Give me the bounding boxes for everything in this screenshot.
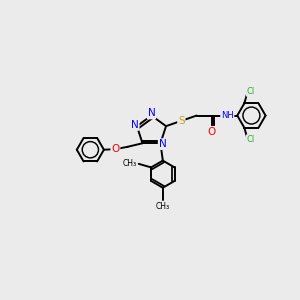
Text: S: S — [178, 116, 185, 126]
Text: N: N — [131, 120, 139, 130]
Text: N: N — [148, 109, 155, 118]
Text: CH₃: CH₃ — [156, 202, 170, 211]
Text: O: O — [208, 127, 216, 137]
Text: N: N — [159, 139, 167, 149]
Text: Cl: Cl — [247, 135, 255, 144]
Text: NH: NH — [221, 111, 234, 120]
Text: Cl: Cl — [247, 87, 255, 96]
Text: O: O — [111, 144, 119, 154]
Text: CH₃: CH₃ — [122, 159, 136, 168]
